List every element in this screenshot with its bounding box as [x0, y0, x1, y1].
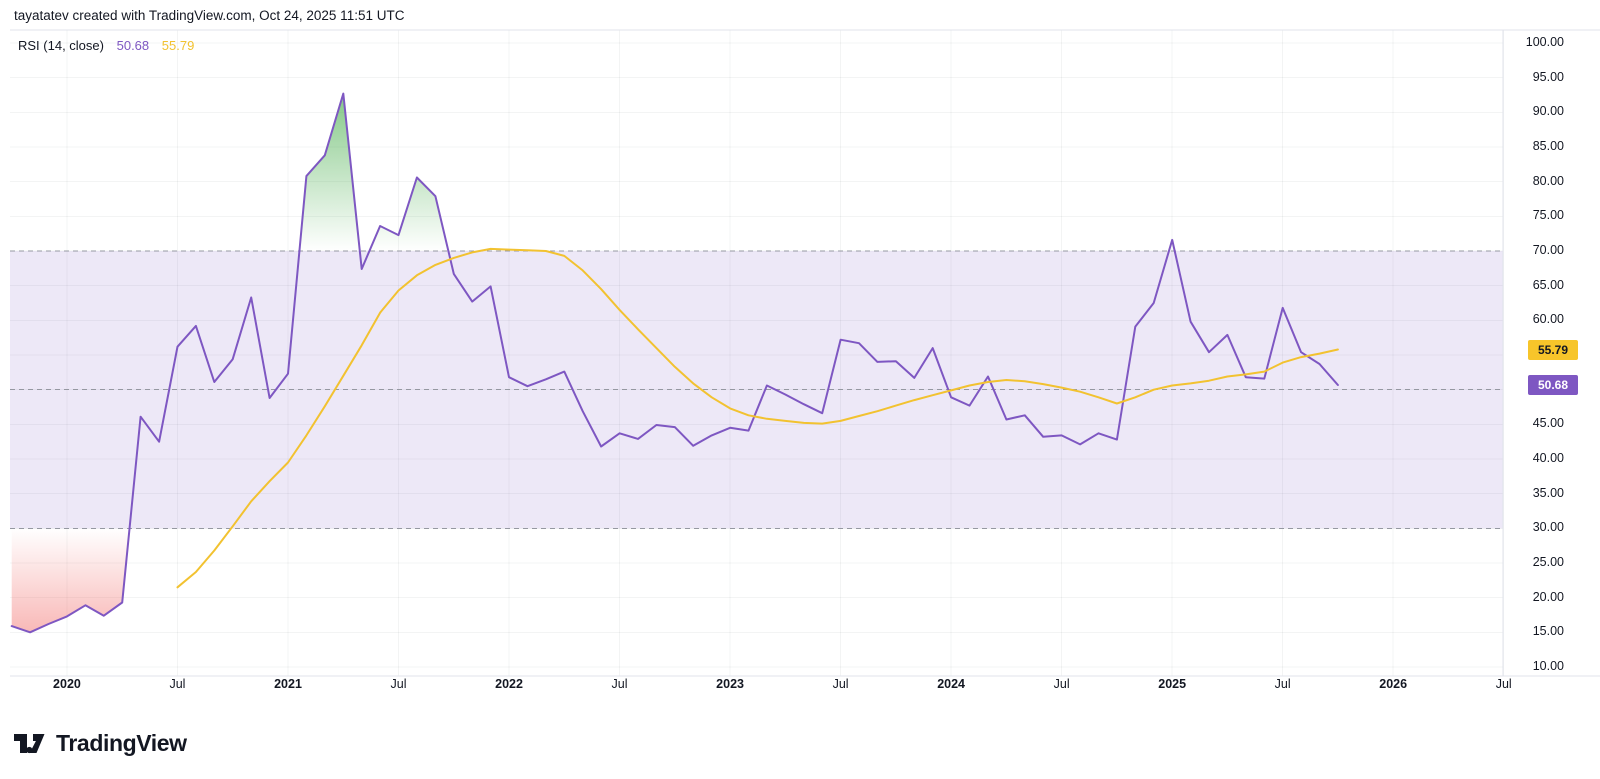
- x-axis-label: 2020: [53, 677, 81, 691]
- x-axis-label: 2024: [937, 677, 966, 691]
- x-axis-label: 2026: [1379, 677, 1408, 691]
- y-axis-label: 10.00: [1532, 659, 1564, 673]
- y-axis-label: 25.00: [1532, 555, 1564, 569]
- y-axis-label: 65.00: [1532, 277, 1564, 292]
- x-axis-label: 2022: [495, 677, 523, 691]
- x-axis-label: Jul: [611, 677, 628, 691]
- y-axis-label: 45.00: [1532, 416, 1564, 431]
- watermark-title: tayatatev created with TradingView.com, …: [14, 8, 405, 23]
- x-axis-label: Jul: [169, 677, 186, 691]
- y-axis-label: 70.00: [1532, 243, 1564, 257]
- x-axis-label: Jul: [1053, 677, 1070, 691]
- y-axis-label: 60.00: [1532, 312, 1564, 327]
- y-axis-label: 15.00: [1532, 624, 1564, 639]
- ma-price-badge: 55.79: [1528, 339, 1578, 360]
- time-scale[interactable]: 2020 Jul 2021 Jul 2022 Jul 2023 Jul 2024 Jul 2025 J…: [0, 677, 1600, 699]
- legend-rsi-value: 50.68: [116, 38, 150, 53]
- x-axis-label: Jul: [1495, 677, 1512, 691]
- y-axis-label: 90.00: [1532, 104, 1564, 119]
- y-axis-label: 100.00: [1525, 35, 1564, 49]
- x-axis-label: Jul: [390, 677, 407, 691]
- x-axis-label: 2021: [274, 677, 302, 691]
- y-axis-label: 80.00: [1532, 173, 1564, 188]
- x-axis-label: 2025: [1158, 677, 1187, 691]
- y-axis-label: 75.00: [1532, 208, 1564, 223]
- rsi-price-badge: 50.68: [1528, 374, 1578, 395]
- y-axis-label: 30.00: [1532, 520, 1564, 535]
- indicator-legend[interactable]: RSI (14, close) 50.68 55.79: [18, 38, 194, 53]
- indicator-name: RSI (14, close): [18, 38, 104, 53]
- y-axis-label: 85.00: [1532, 139, 1564, 153]
- y-axis-label: 95.00: [1532, 69, 1564, 84]
- tradingview-logo[interactable]: TradingView: [14, 729, 187, 757]
- x-axis-label: 2023: [716, 677, 744, 691]
- y-axis-label: 40.00: [1532, 451, 1564, 465]
- x-axis-label: Jul: [832, 677, 849, 691]
- tradingview-logo-icon: [14, 733, 45, 753]
- y-axis-label: 20.00: [1532, 589, 1564, 604]
- tradingview-logo-text: TradingView: [56, 730, 187, 756]
- x-axis-label: Jul: [1274, 677, 1291, 691]
- legend-ma-value: 55.79: [161, 38, 195, 53]
- y-axis-label: 35.00: [1532, 485, 1564, 500]
